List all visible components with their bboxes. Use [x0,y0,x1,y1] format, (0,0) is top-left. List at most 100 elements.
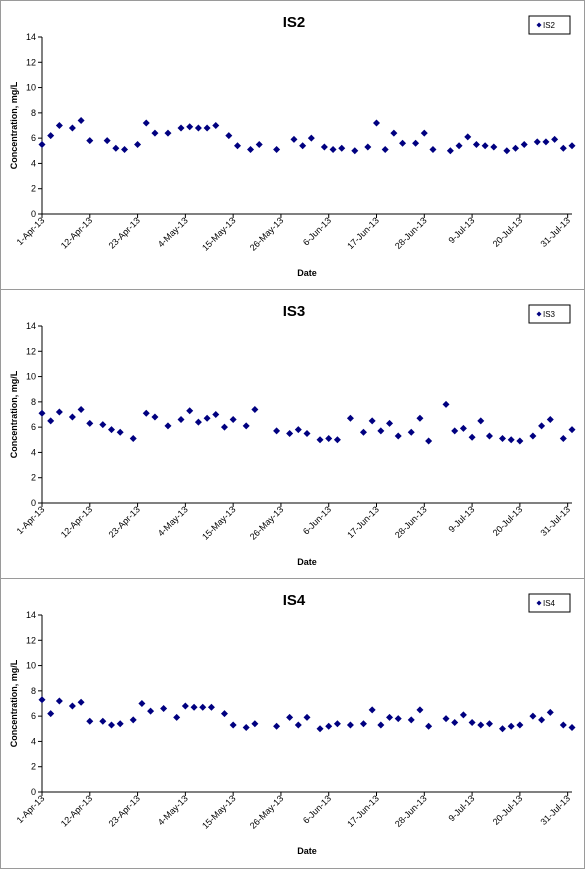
x-tick-label: 1-Apr-13 [15,504,47,536]
data-point [151,129,159,137]
data-point [329,146,337,154]
data-point [559,435,567,443]
data-point [364,143,372,151]
data-point [538,716,546,724]
data-point [164,129,172,137]
data-point [212,411,220,418]
chart-panel-is2: IS2 Concentration, mg/L Date 0 2 4 6 8 10 12 14 1-A… [0,0,585,291]
data-point [38,140,46,148]
data-point [186,407,194,415]
data-point [242,724,250,732]
y-tick-label: 4 [31,447,36,457]
data-point [507,436,515,444]
data-point [294,721,302,729]
data-point [559,144,567,152]
y-tick-label: 12 [26,635,36,645]
data-point [86,419,94,427]
x-tick-label: 26-May-13 [248,215,285,252]
y-tick-label: 8 [31,397,36,407]
x-tick-label: 28-Jun-13 [393,215,429,251]
y-axis-label: Concentration, mg/L [9,370,19,458]
data-point [86,137,94,145]
data-point [86,717,94,725]
data-point [333,436,341,444]
data-point [203,414,211,422]
legend-label: IS2 [543,21,556,30]
y-tick-label: 10 [26,661,36,671]
data-point [386,713,394,721]
x-tick-label: 6-Jun-13 [301,504,333,536]
data-point [233,142,241,150]
data-point [568,142,576,150]
y-tick-label: 4 [31,158,36,168]
data-point [368,417,376,425]
data-point [325,722,333,730]
data-point [416,414,424,422]
data-point [151,413,159,421]
data-point [112,144,120,152]
data-point [386,419,394,427]
x-tick-label: 17-Jun-13 [345,793,381,829]
data-point [512,144,520,152]
data-point [194,418,202,426]
y-tick-label: 4 [31,736,36,746]
data-point [464,133,472,141]
legend: IS2 [528,15,571,35]
x-tick-label: 23-Apr-13 [107,215,142,250]
x-tick-label: 4-May-13 [156,504,190,538]
data-point [229,721,237,729]
data-point [142,119,150,127]
data-point [516,437,524,445]
data-point [516,721,524,729]
legend-label: IS3 [543,310,556,319]
data-point [425,437,433,445]
data-point [147,707,155,715]
y-tick-label: 6 [31,133,36,143]
data-point [546,416,554,424]
data-point [99,421,107,429]
data-point [303,429,311,437]
data-point [459,711,467,719]
x-tick-label: 9-Jul-13 [446,793,476,823]
data-point [425,722,433,730]
data-point [451,427,459,435]
data-point [394,432,402,440]
data-point [121,146,129,154]
data-point [390,129,398,137]
y-axis-label: Concentration, mg/L [9,81,19,169]
data-point [255,140,263,148]
data-point [199,703,207,711]
data-point [251,405,259,413]
data-point [160,705,168,713]
x-tick-label: 6-Jun-13 [301,793,333,825]
data-point [273,722,281,730]
y-tick-label: 2 [31,762,36,772]
x-tick-label: 31-Jul-13 [538,215,572,249]
x-tick-label: 23-Apr-13 [107,793,142,828]
data-point [177,124,185,132]
y-tick-label: 14 [26,32,36,42]
x-tick-label: 23-Apr-13 [107,504,142,539]
data-point [533,138,541,146]
chart-title: IS2 [283,14,306,31]
data-point [320,143,328,151]
x-tick-label: 12-Apr-13 [59,793,94,828]
x-axis-label: Date [297,557,317,567]
data-point [203,124,211,132]
data-point [247,146,255,154]
legend-marker [536,22,542,28]
data-point [129,435,137,443]
x-tick-label: 28-Jun-13 [393,793,429,829]
data-point [472,140,480,148]
x-tick-label: 26-May-13 [248,504,285,541]
data-point [503,147,511,155]
data-point [286,429,294,437]
data-point [225,132,233,140]
data-point [142,409,150,417]
data-point [47,417,55,425]
chart-title: IS3 [283,303,306,320]
x-tick-label: 1-Apr-13 [15,793,47,825]
chart-svg-is3: IS3 Concentration, mg/L Date 0 2 4 6 8 10 12 14 1-A… [9,303,576,567]
data-point [485,720,493,728]
data-point [394,715,402,723]
